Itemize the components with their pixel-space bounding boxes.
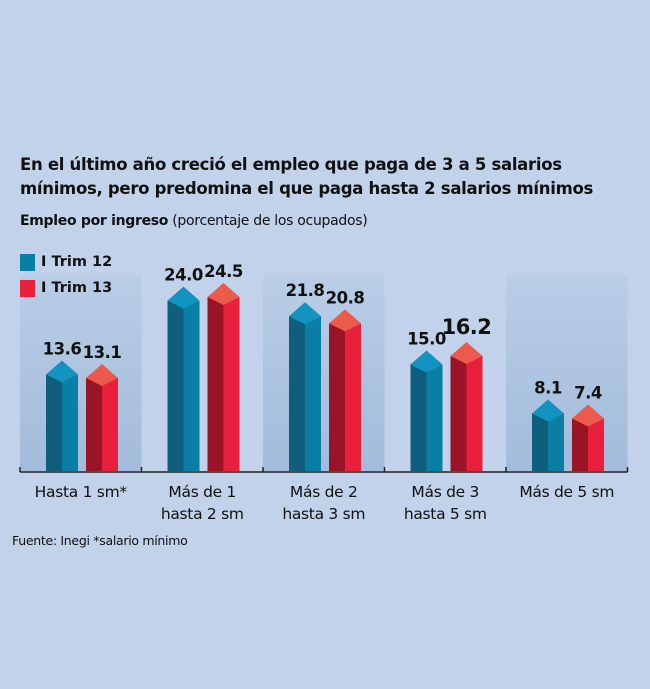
chart-title: En el último año creció el empleo que pa… [20, 155, 594, 198]
bar-top [46, 360, 78, 383]
legend-swatch-red [20, 279, 35, 297]
bar-top [450, 341, 483, 364]
bar-top [207, 283, 240, 306]
chart-subtitle: Empleo por ingreso (porcentaje de los oc… [20, 213, 368, 229]
legend-label: I Trim 12 [41, 254, 113, 270]
group-panel [506, 275, 628, 471]
data-label: 8.1 [534, 378, 562, 397]
x-tick-label: hasta 5 sm [404, 505, 487, 523]
x-tick-label: Más de 2 [290, 483, 358, 501]
data-label: 24.0 [164, 266, 203, 285]
data-label: 20.8 [326, 288, 365, 307]
bar-front [548, 413, 564, 471]
x-tick-label: hasta 2 sm [161, 505, 244, 523]
subtitle-rest: (porcentaje de los ocupados) [168, 213, 368, 229]
bar-front [345, 323, 361, 471]
legend: I Trim 12 I Trim 13 [20, 249, 112, 301]
bar-front [426, 364, 443, 471]
bar-side [289, 316, 305, 471]
data-label: 15.0 [407, 330, 446, 349]
x-tick-label: Más de 1 [168, 483, 236, 501]
subtitle-bold: Empleo por ingreso [20, 213, 169, 229]
bar-front [183, 300, 200, 471]
bar-side [167, 300, 184, 471]
x-tick-label: hasta 3 sm [282, 505, 365, 523]
bar-top [167, 286, 200, 309]
bar-top [410, 350, 443, 373]
data-label: 24.5 [204, 262, 243, 281]
legend-label: I Trim 13 [41, 280, 113, 296]
bar-side [46, 374, 62, 471]
bar-front [588, 418, 604, 471]
x-tick-label: Más de 3 [411, 483, 479, 501]
data-label: 13.1 [83, 343, 122, 362]
legend-item-trim13: I Trim 13 [20, 275, 112, 301]
legend-swatch-blue [20, 253, 35, 271]
source-note: Fuente: Inegi *salario mínimo [12, 533, 188, 548]
data-label: 7.4 [574, 383, 602, 402]
bar-front [62, 374, 78, 471]
bar-front [466, 355, 483, 471]
data-label: 13.6 [43, 339, 82, 358]
bar-front [305, 316, 321, 471]
bar-top [329, 309, 361, 332]
x-tick-label: Más de 5 sm [519, 483, 614, 501]
legend-item-trim12: I Trim 12 [20, 249, 112, 275]
group-panel [20, 275, 142, 471]
bar-side [532, 413, 548, 471]
data-label: 21.8 [286, 281, 325, 300]
bar-front [223, 297, 240, 471]
bar-side [572, 418, 588, 471]
bar-side [450, 355, 467, 471]
group-panel [263, 275, 385, 471]
bar-top [572, 404, 604, 427]
bar-side [86, 377, 102, 471]
x-tick-label: Hasta 1 sm* [35, 483, 128, 501]
bar-side [410, 364, 427, 471]
bar-top [86, 363, 118, 386]
bar-top [289, 302, 321, 325]
data-label: 16.2 [442, 315, 492, 339]
bar-side [329, 323, 345, 471]
bar-front [102, 377, 118, 471]
bar-side [207, 297, 224, 471]
bar-top [532, 399, 564, 422]
